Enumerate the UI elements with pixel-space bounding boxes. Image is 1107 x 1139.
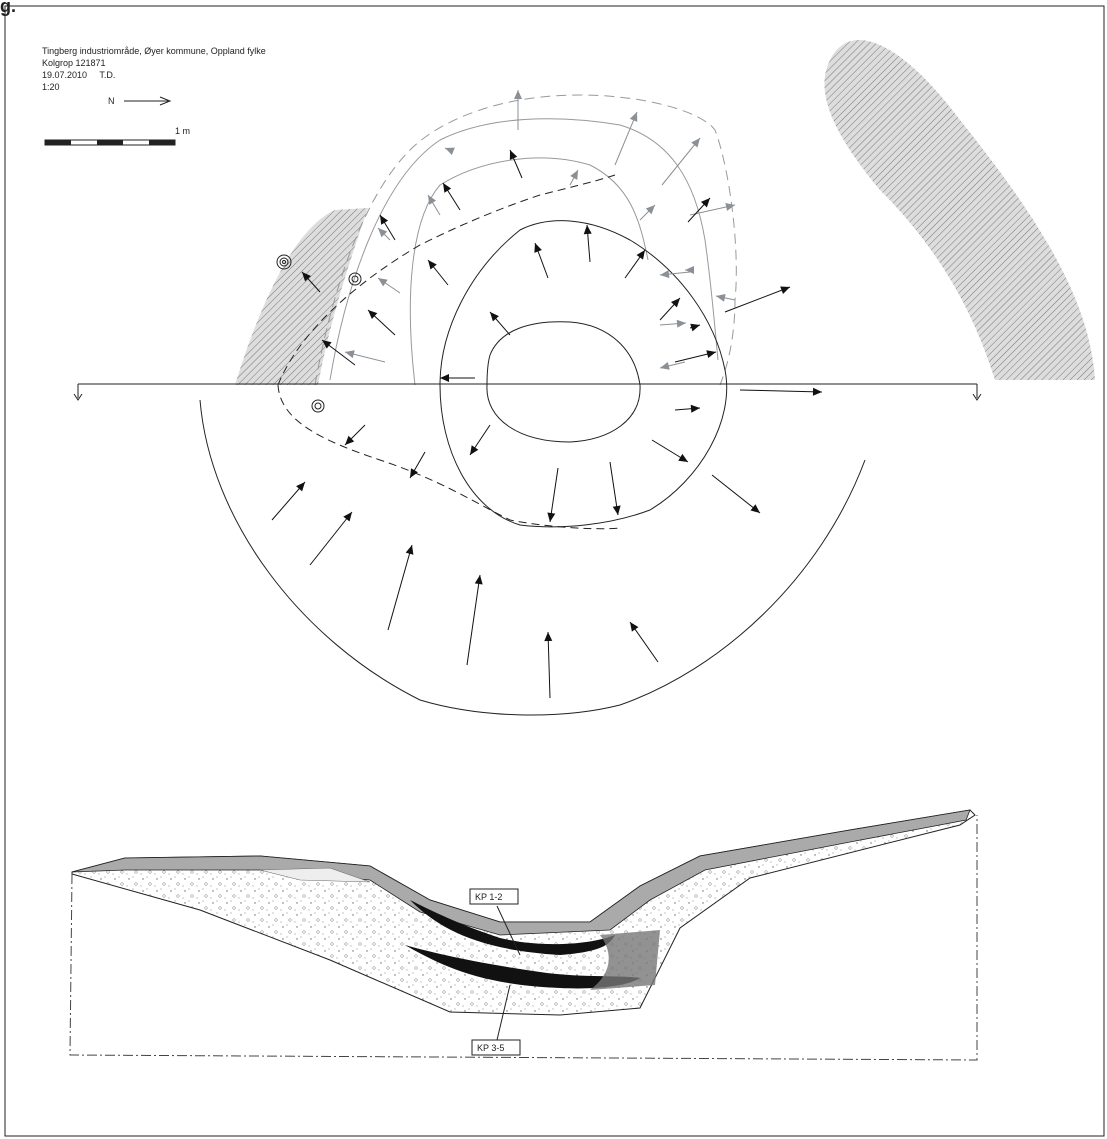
hachure bbox=[711, 474, 761, 514]
hachure-head bbox=[812, 387, 822, 396]
hachure-head bbox=[345, 350, 355, 359]
header-line: Tingberg industriområde, Øyer kommune, O… bbox=[42, 46, 266, 56]
hachure-head bbox=[691, 138, 700, 148]
hachure-head bbox=[676, 319, 686, 328]
hachure-head bbox=[630, 622, 639, 632]
hachure-head bbox=[534, 243, 542, 253]
hachure-head bbox=[750, 504, 760, 513]
hachure-head bbox=[514, 90, 522, 99]
hachure-head bbox=[470, 445, 479, 455]
header-line: 1:20 bbox=[42, 82, 60, 92]
hachure-head bbox=[716, 293, 726, 302]
section-line bbox=[73, 383, 982, 401]
contour bbox=[329, 118, 719, 381]
north-arrow bbox=[124, 96, 172, 106]
hachure-head bbox=[302, 272, 311, 282]
header-line: Kolgrop 121871 bbox=[42, 58, 106, 68]
section-profile bbox=[69, 809, 978, 1061]
hachure-head bbox=[445, 147, 455, 156]
hachure-head bbox=[544, 632, 553, 642]
hachure-head bbox=[660, 362, 670, 370]
hachure-head bbox=[410, 468, 418, 478]
scale-bar bbox=[44, 139, 176, 146]
hatched-area bbox=[824, 40, 1095, 380]
hachure-head bbox=[378, 228, 388, 238]
hatched-area bbox=[235, 208, 368, 385]
header-line: 19.07.2010 T.D. bbox=[42, 70, 115, 80]
hachure bbox=[614, 111, 638, 166]
hachure-head bbox=[474, 575, 483, 585]
hachure-head bbox=[612, 505, 621, 515]
hachure-head bbox=[690, 323, 700, 332]
hachure-head bbox=[660, 270, 670, 279]
hachure-head bbox=[700, 198, 710, 208]
hachure-head bbox=[490, 312, 499, 322]
hachure-head bbox=[725, 203, 735, 211]
hachure-head bbox=[345, 435, 355, 445]
scale-label: 1 m bbox=[175, 126, 190, 136]
hachure-head bbox=[645, 205, 655, 215]
hachure-head bbox=[322, 340, 332, 349]
hachure-head bbox=[547, 512, 556, 522]
hachure bbox=[387, 544, 413, 631]
hachure-head bbox=[670, 298, 680, 308]
hachure-head bbox=[583, 225, 592, 235]
contour bbox=[486, 321, 641, 443]
hachure-head bbox=[685, 266, 694, 274]
hachure-head bbox=[678, 453, 688, 462]
hachure-head bbox=[690, 404, 700, 413]
north-label: N bbox=[108, 96, 115, 106]
hachure bbox=[549, 467, 559, 523]
hachure bbox=[739, 389, 823, 393]
section-label: KP 1-2 bbox=[475, 892, 502, 902]
hachure-head bbox=[629, 112, 638, 122]
hachure-head bbox=[378, 278, 388, 287]
hachure-head bbox=[428, 260, 437, 270]
hachure-head bbox=[509, 150, 518, 160]
spirals bbox=[276, 254, 362, 413]
hachure-head bbox=[405, 545, 414, 555]
header: Tingberg industriområde, Øyer kommune, O… bbox=[42, 46, 266, 92]
contour bbox=[199, 399, 866, 716]
contour bbox=[277, 174, 616, 386]
hachures bbox=[271, 90, 823, 699]
contour bbox=[439, 220, 728, 528]
hachure bbox=[724, 286, 791, 313]
hachure bbox=[466, 574, 481, 666]
hachure-head bbox=[296, 482, 305, 492]
hachure-head bbox=[636, 250, 645, 260]
frame bbox=[4, 5, 1105, 1137]
contour bbox=[277, 384, 621, 530]
hachure bbox=[661, 137, 701, 186]
hachure-head bbox=[443, 183, 452, 193]
hachure-head bbox=[706, 350, 716, 359]
hachure-head bbox=[380, 215, 389, 225]
hachure-head bbox=[440, 374, 449, 382]
hachure-head bbox=[428, 195, 437, 205]
hachure-head bbox=[780, 286, 790, 294]
hachure bbox=[547, 631, 551, 699]
figure-label: g. bbox=[0, 0, 16, 16]
contour bbox=[314, 94, 737, 386]
contour bbox=[409, 157, 649, 386]
section-label: KP 3-5 bbox=[477, 1043, 504, 1053]
hachure-head bbox=[343, 512, 352, 522]
hachure-head bbox=[570, 170, 578, 180]
hachure-head bbox=[368, 310, 378, 320]
hachure bbox=[309, 511, 353, 566]
